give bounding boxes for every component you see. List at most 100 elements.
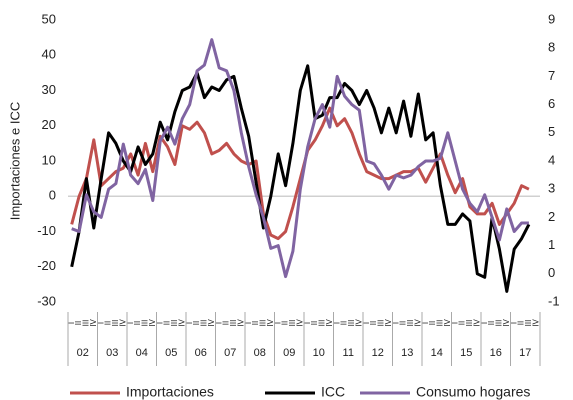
year-label: 11 bbox=[343, 347, 354, 359]
x-tick-label: IV bbox=[118, 319, 127, 327]
x-tick-label: III bbox=[495, 320, 504, 327]
y-tick-label: -20 bbox=[37, 258, 56, 273]
x-tick-label: III bbox=[524, 320, 533, 327]
legend-label: ICC bbox=[321, 384, 345, 400]
x-tick-label: III bbox=[259, 320, 268, 327]
y2-tick-label: -1 bbox=[548, 293, 560, 308]
year-label: 02 bbox=[77, 347, 89, 359]
x-tick-label: III bbox=[170, 320, 179, 327]
series-line bbox=[70, 106, 530, 241]
year-label: 15 bbox=[460, 347, 472, 359]
year-label: 14 bbox=[431, 347, 443, 359]
x-tick-label: IV bbox=[148, 319, 157, 327]
y2-tick-label: 6 bbox=[548, 96, 555, 111]
x-tick-label: I bbox=[391, 322, 400, 324]
x-tick-label: III bbox=[82, 320, 91, 327]
year-label: 10 bbox=[313, 347, 325, 359]
x-tick-label: III bbox=[465, 320, 474, 327]
y2-tick-label: 7 bbox=[548, 68, 555, 83]
y2-tick-label: 0 bbox=[548, 265, 555, 280]
year-label: 12 bbox=[372, 347, 384, 359]
x-tick-label: IV bbox=[354, 319, 363, 327]
y2-tick-label: 4 bbox=[548, 152, 555, 167]
y-tick-label: -10 bbox=[37, 223, 56, 238]
x-tick-label: I bbox=[96, 322, 105, 324]
x-tick-label: I bbox=[303, 322, 312, 324]
y-tick-label: 10 bbox=[42, 152, 56, 167]
y-tick-label: 50 bbox=[42, 11, 56, 26]
x-tick-label: I bbox=[332, 322, 341, 324]
x-tick-label: II bbox=[163, 321, 172, 325]
x-tick-label: I bbox=[126, 322, 135, 324]
x-tick-label: IV bbox=[472, 319, 481, 327]
year-label: 16 bbox=[490, 347, 502, 359]
series-line bbox=[71, 38, 529, 279]
x-tick-label: IV bbox=[531, 319, 540, 327]
x-tick-label: I bbox=[509, 322, 518, 324]
x-tick-label: II bbox=[517, 321, 526, 325]
x-tick-label: II bbox=[310, 321, 319, 325]
x-tick-label: II bbox=[133, 321, 142, 325]
x-tick-label: II bbox=[487, 321, 496, 325]
y2-tick-label: 2 bbox=[548, 209, 555, 224]
y-axis-label: Importaciones e ICC bbox=[7, 102, 22, 221]
y2-tick-label: 1 bbox=[548, 237, 555, 252]
year-label: 07 bbox=[224, 347, 236, 359]
x-tick-label: II bbox=[251, 321, 260, 325]
x-tick-label: II bbox=[222, 321, 231, 325]
x-tick-label: IV bbox=[266, 319, 275, 327]
y-tick-label: 40 bbox=[42, 47, 56, 62]
y2-tick-label: 3 bbox=[548, 181, 555, 196]
x-tick-label: II bbox=[104, 321, 113, 325]
x-tick-label: I bbox=[450, 322, 459, 324]
x-tick-label: III bbox=[406, 320, 415, 327]
x-tick-label: II bbox=[281, 321, 290, 325]
x-tick-label: I bbox=[273, 322, 282, 324]
x-tick-label: I bbox=[67, 322, 76, 324]
x-tick-label: IV bbox=[384, 319, 393, 327]
x-tick-label: IV bbox=[236, 319, 245, 327]
x-tick-label: III bbox=[229, 320, 238, 327]
x-tick-label: III bbox=[288, 320, 297, 327]
y-tick-label: -30 bbox=[37, 293, 56, 308]
x-tick-label: I bbox=[244, 322, 253, 324]
x-tick-label: IV bbox=[295, 319, 304, 327]
x-tick-label: I bbox=[421, 322, 430, 324]
legend-label: Consumo hogares bbox=[416, 384, 530, 400]
x-tick-label: III bbox=[377, 320, 386, 327]
x-tick-label: IV bbox=[89, 319, 98, 327]
x-tick-label: I bbox=[185, 322, 194, 324]
y2-tick-label: 5 bbox=[548, 124, 555, 139]
x-tick-label: IV bbox=[325, 319, 334, 327]
year-label: 17 bbox=[519, 347, 531, 359]
x-tick-label: II bbox=[192, 321, 201, 325]
x-tick-label: IV bbox=[207, 319, 216, 327]
series-line bbox=[70, 64, 531, 293]
x-tick-label: II bbox=[340, 321, 349, 325]
year-label: 03 bbox=[106, 347, 118, 359]
x-tick-label: IV bbox=[177, 319, 186, 327]
year-label: 06 bbox=[195, 347, 207, 359]
x-tick-label: IV bbox=[502, 319, 511, 327]
x-tick-label: II bbox=[74, 321, 83, 325]
x-tick-label: I bbox=[480, 322, 489, 324]
year-label: 09 bbox=[283, 347, 295, 359]
x-tick-label: II bbox=[369, 321, 378, 325]
year-label: 04 bbox=[136, 347, 148, 359]
y-tick-label: 30 bbox=[42, 82, 56, 97]
x-tick-label: III bbox=[318, 320, 327, 327]
legend-label: Importaciones bbox=[126, 384, 214, 400]
x-tick-label: III bbox=[111, 320, 120, 327]
x-tick-label: II bbox=[428, 321, 437, 325]
x-tick-label: III bbox=[347, 320, 356, 327]
x-tick-label: II bbox=[399, 321, 408, 325]
year-label: 13 bbox=[401, 347, 413, 359]
year-label: 08 bbox=[254, 347, 266, 359]
year-label: 05 bbox=[165, 347, 177, 359]
y-tick-label: 0 bbox=[49, 188, 56, 203]
x-tick-label: I bbox=[214, 322, 223, 324]
x-tick-label: I bbox=[155, 322, 164, 324]
x-tick-label: III bbox=[141, 320, 150, 327]
x-tick-label: IV bbox=[413, 319, 422, 327]
